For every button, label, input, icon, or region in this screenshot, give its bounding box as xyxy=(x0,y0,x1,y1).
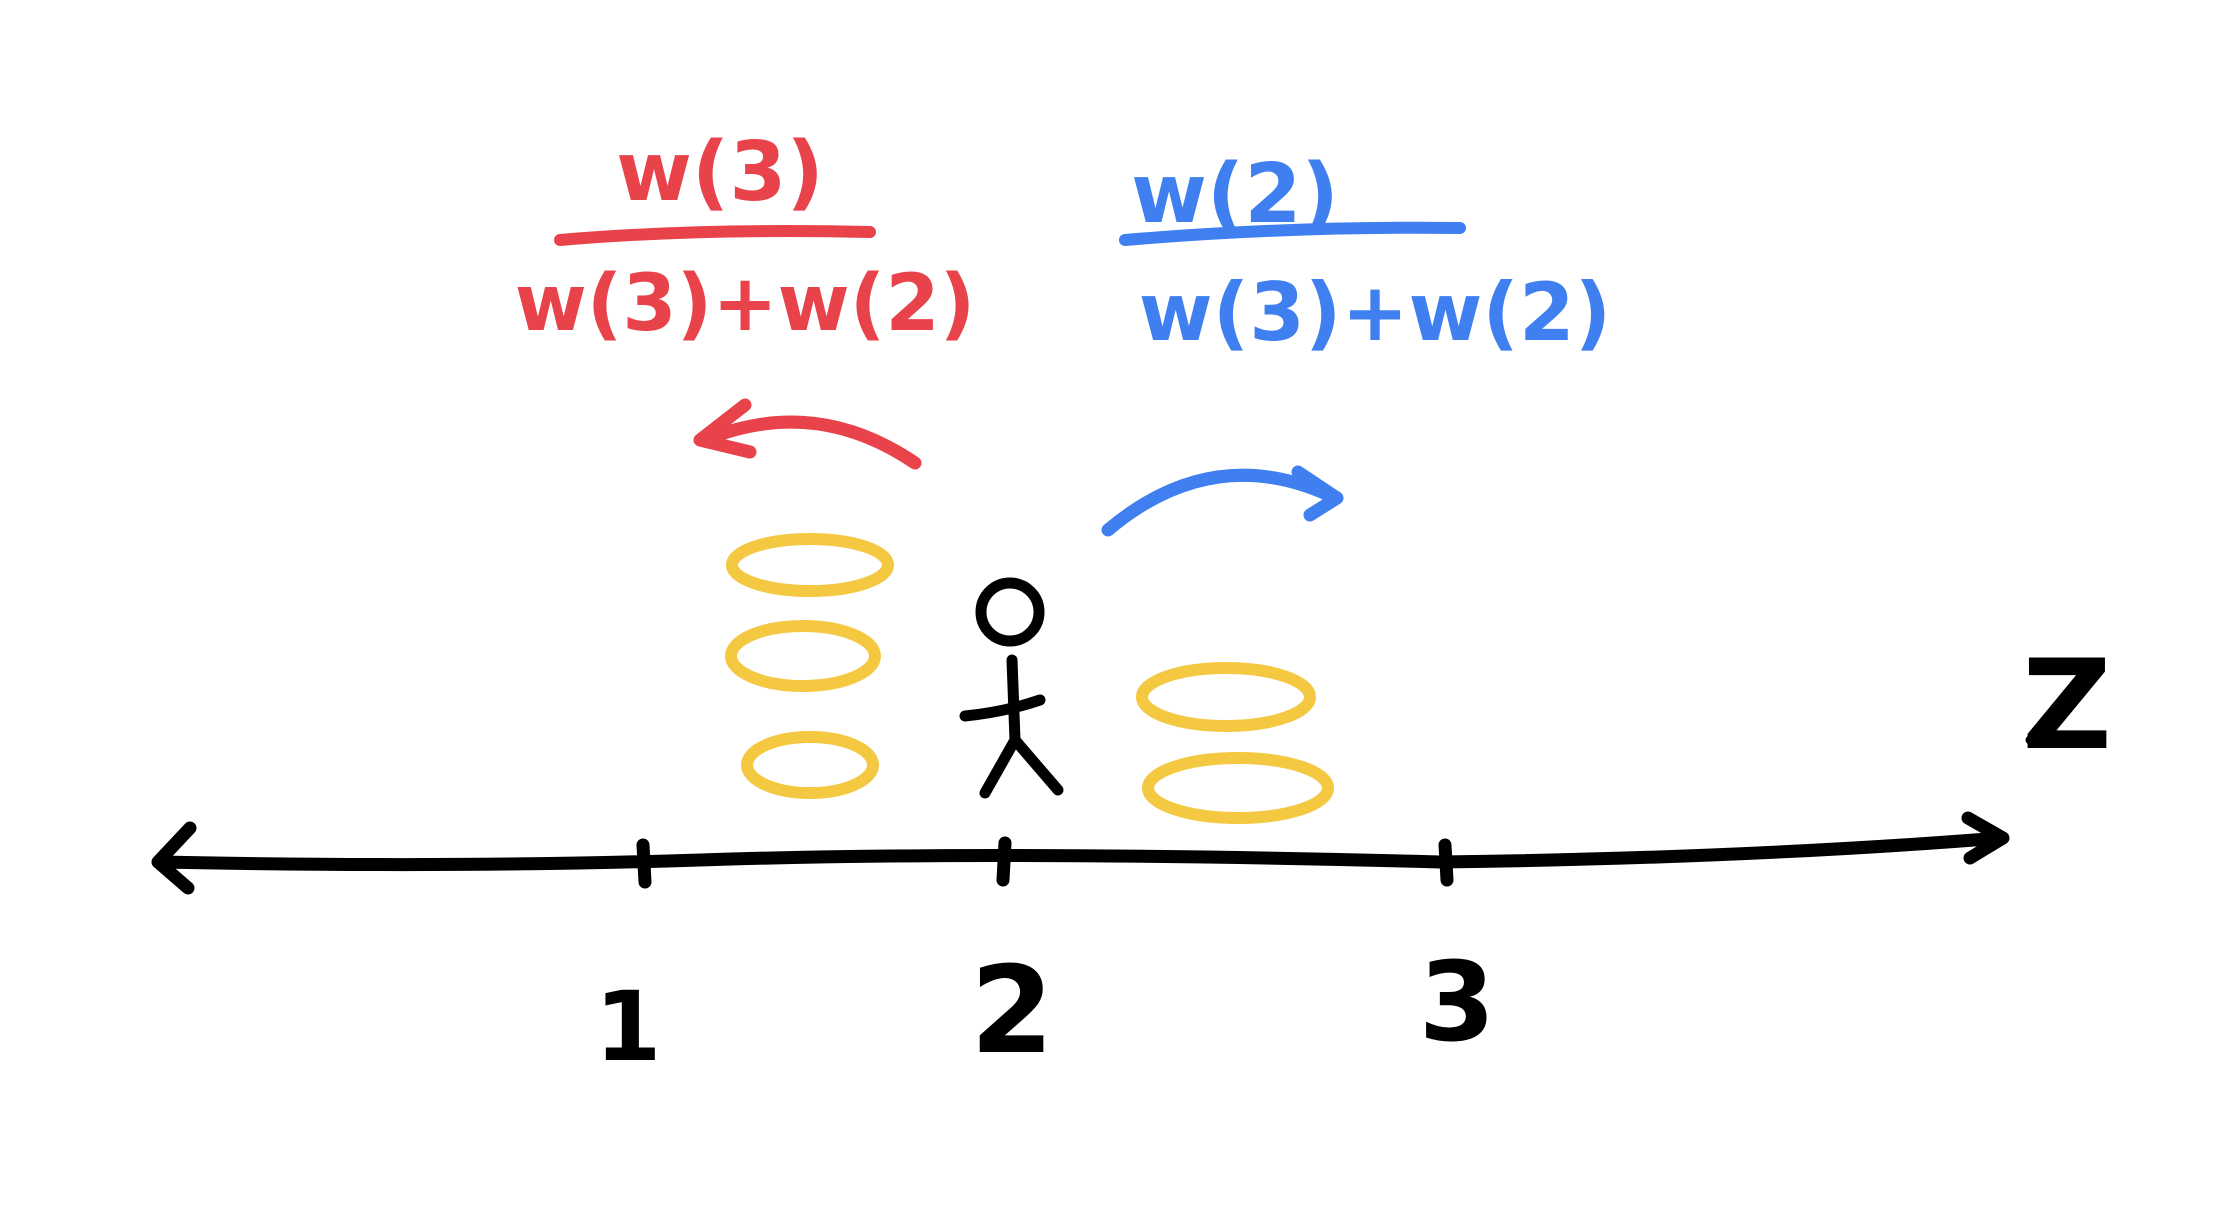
axis-line xyxy=(153,831,2007,872)
curved-arrow-right-icon xyxy=(1101,465,1344,537)
stick-figure-icon xyxy=(959,577,1064,799)
axis-right-arrowhead xyxy=(1961,811,2010,865)
right-probability-fraction: w(2) w(3)+w(2) xyxy=(1119,147,1611,359)
right-denominator: w(3)+w(2) xyxy=(1139,266,1611,359)
left-numerator: w(3) xyxy=(616,125,824,220)
axis-left-arrowhead xyxy=(151,821,197,895)
left-coin-stack xyxy=(725,533,894,799)
axis-label-double-stroke xyxy=(2025,695,2080,745)
coin-icon xyxy=(741,731,879,799)
left-denominator: w(3)+w(2) xyxy=(515,259,976,349)
tick-mark-1 xyxy=(636,838,652,889)
left-probability-fraction: w(3) w(3)+w(2) xyxy=(515,125,976,349)
coin-icon xyxy=(726,533,894,597)
right-coin-stack xyxy=(1136,662,1334,824)
tick-labels: 1 2 3 xyxy=(595,938,1496,1083)
right-fraction-bar xyxy=(1119,221,1466,246)
number-line xyxy=(151,811,2010,895)
tick-label-2: 2 xyxy=(970,942,1054,1081)
tick-label-3: 3 xyxy=(1419,938,1496,1066)
left-fraction-bar xyxy=(554,225,876,246)
coin-icon xyxy=(725,620,881,692)
tick-label-1: 1 xyxy=(595,971,662,1083)
curved-arrow-left-icon xyxy=(693,398,922,470)
tick-mark-3 xyxy=(1438,838,1454,887)
coin-icon xyxy=(1142,752,1334,824)
tick-mark-2 xyxy=(996,836,1012,887)
coin-icon xyxy=(1136,662,1316,732)
